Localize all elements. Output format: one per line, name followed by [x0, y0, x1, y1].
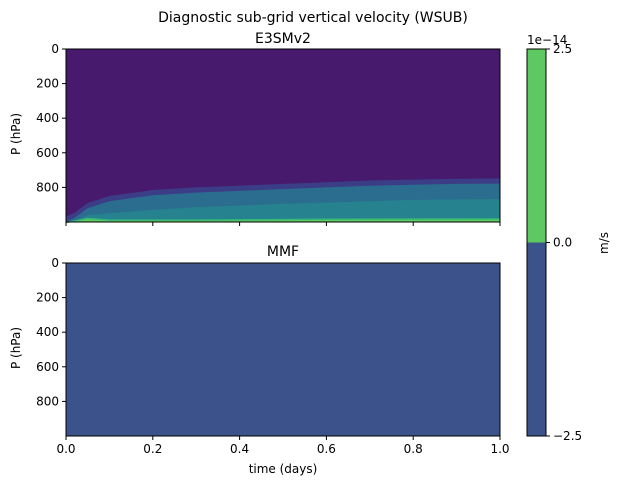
- heatmap-fill-e3smv2: [66, 49, 500, 224]
- colorbar-segment: [527, 49, 546, 243]
- x-tick-label: 0.4: [230, 442, 249, 456]
- x-axis-label-mmf: time (days): [249, 462, 318, 476]
- colorbar-tick-label: 0.0: [553, 236, 572, 250]
- y-tick-label: 600: [36, 146, 59, 160]
- x-tick-label: 0.6: [317, 442, 336, 456]
- colorbar-tick-label: −2.5: [553, 429, 582, 443]
- x-tick-label: 0.2: [143, 442, 162, 456]
- colorbar-segment: [527, 242, 546, 436]
- y-axis-label-e3smv2: P (hPa): [9, 113, 23, 155]
- y-tick-label: 400: [36, 325, 59, 339]
- y-axis-label-mmf: P (hPa): [9, 327, 23, 369]
- heatmap-fill-mmf: [66, 263, 500, 436]
- colorbar: 2.5 0.0 −2.5 1e−14 m/s: [526, 33, 611, 443]
- y-tick-label: 800: [36, 180, 59, 194]
- y-axis-mmf: 0 200 400 600 800: [36, 256, 66, 408]
- region-surface: [66, 219, 500, 224]
- plot-frame-e3smv2: [65, 48, 501, 223]
- y-tick-label: 600: [36, 360, 59, 374]
- y-tick-label: 0: [51, 256, 59, 270]
- panel-title-e3smv2: E3SMv2: [255, 31, 311, 47]
- x-tick-label: 1.0: [490, 442, 509, 456]
- chart-panel-mmf: MMF 0 200 400 600 800 0.0 0.2 0.4 0.6 0.8 1.0 P (…: [9, 244, 510, 476]
- y-axis-e3smv2: 0 200 400 600 800: [36, 42, 66, 194]
- figure-title: Diagnostic sub-grid vertical velocity (W…: [158, 10, 468, 26]
- y-tick-label: 0: [51, 42, 59, 56]
- y-tick-label: 200: [36, 77, 59, 91]
- x-axis-mmf: 0.0 0.2 0.4 0.6 0.8 1.0: [56, 436, 510, 456]
- y-tick-label: 200: [36, 291, 59, 305]
- x-tick-label: 0.8: [404, 442, 423, 456]
- colorbar-segments: [527, 49, 546, 436]
- region-lower: [66, 199, 500, 222]
- y-tick-label: 400: [36, 111, 59, 125]
- panel-title-mmf: MMF: [267, 244, 299, 260]
- plot-frame-mmf: [65, 262, 501, 437]
- x-tick-label: 0.0: [56, 442, 75, 456]
- x-axis-e3smv2: [65, 222, 501, 226]
- chart-panel-e3smv2: E3SMv2 0 200 400 600 800 P (hPa): [9, 31, 501, 226]
- y-tick-label: 800: [36, 394, 59, 408]
- colorbar-tick-label: 2.5: [553, 42, 572, 56]
- colorbar-label: m/s: [597, 232, 611, 254]
- colorbar-ticks: 2.5 0.0 −2.5: [546, 42, 582, 443]
- colorbar-scale-label: 1e−14: [527, 33, 567, 47]
